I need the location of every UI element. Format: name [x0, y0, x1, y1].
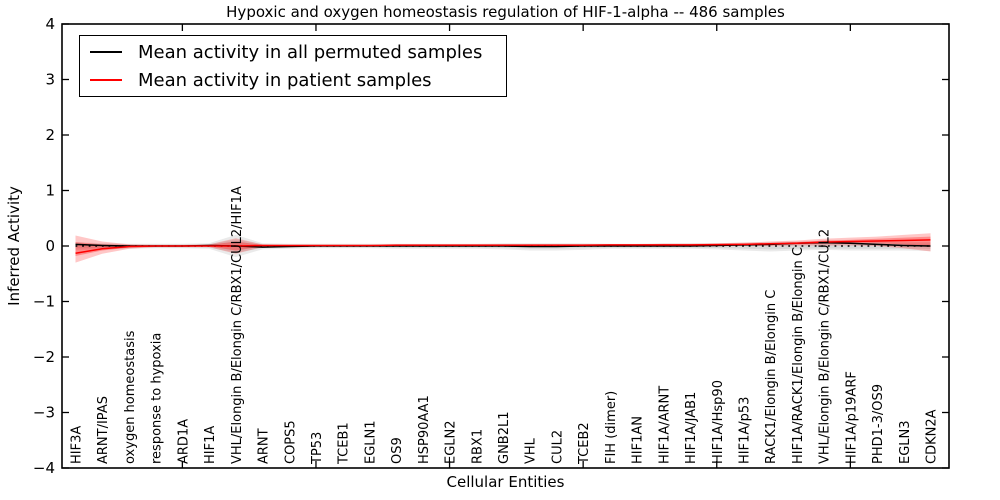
x-category-label: HSP90AA1 — [417, 395, 432, 464]
legend-label: Mean activity in patient samples — [138, 69, 432, 91]
x-category-label: TP53 — [310, 432, 325, 465]
legend-label: Mean activity in all permuted samples — [138, 41, 483, 63]
legend-line-sample-patient — [90, 79, 122, 81]
x-category-label: GNB2L1 — [497, 411, 512, 464]
y-tick-label: −3 — [33, 404, 55, 422]
y-tick-label: −4 — [33, 459, 55, 477]
x-axis-label: Cellular Entities — [446, 473, 565, 491]
legend-item: Mean activity in all permuted samples — [80, 42, 506, 63]
x-category-label: EGLN3 — [898, 420, 913, 464]
x-category-label: TCEB2 — [577, 422, 592, 465]
x-category-label: CUL2 — [550, 430, 565, 464]
y-tick-label: 4 — [45, 15, 55, 33]
x-category-label: FIH (dimer) — [604, 391, 619, 464]
x-category-label: HIF3A — [70, 426, 85, 464]
legend-line-sample-permuted — [90, 51, 122, 53]
legend-item: Mean activity in patient samples — [80, 70, 506, 91]
x-category-label: VHL/Elongin B/Elongin C/RBX1/CUL2 — [818, 229, 833, 464]
chart-title: Hypoxic and oxygen homeostasis regulatio… — [226, 3, 785, 21]
x-category-label: ARD1A — [176, 419, 191, 464]
y-tick-label: −1 — [33, 293, 55, 311]
x-category-label: CDKN2A — [925, 409, 940, 464]
y-tick-label: 2 — [45, 126, 55, 144]
series-line-1 — [75, 239, 931, 254]
x-category-label: EGLN2 — [444, 420, 459, 464]
x-category-label: OS9 — [390, 437, 405, 464]
x-category-label: RBX1 — [470, 429, 485, 464]
x-category-label: PHD1-3/OS9 — [871, 384, 886, 464]
x-category-label: VHL — [524, 437, 539, 464]
x-category-label: HIF1A/RACK1/Elongin B/Elongin C — [791, 247, 806, 464]
x-category-label: HIF1A/Hsp90 — [711, 380, 726, 464]
x-category-label: TCEB1 — [337, 422, 352, 465]
x-category-label: HIF1AN — [631, 416, 646, 464]
band-patient-range-outer — [75, 233, 931, 263]
x-category-label: ARNT/IPAS — [96, 396, 111, 464]
y-tick-label: 1 — [45, 182, 55, 200]
x-category-label: HIF1A — [203, 426, 218, 464]
x-category-label: COPS5 — [283, 420, 298, 464]
legend: Mean activity in all permuted samples Me… — [79, 35, 507, 97]
x-category-label: HIF1A/JAB1 — [684, 392, 699, 464]
y-tick-label: 0 — [45, 237, 55, 255]
x-category-label: response to hypoxia — [150, 333, 165, 464]
x-category-label: oxygen homeostasis — [123, 330, 138, 464]
x-category-label: ARNT — [257, 428, 272, 464]
x-category-label: RACK1/Elongin B/Elongin C — [764, 290, 779, 464]
x-category-label: HIF1A/p53 — [737, 397, 752, 464]
x-category-label: EGLN1 — [363, 420, 378, 464]
x-category-label: VHL/Elongin B/Elongin C/RBX1/CUL2/HIF1A — [230, 186, 245, 464]
y-tick-label: 3 — [45, 71, 55, 89]
x-category-label: HIF1A/p19ARF — [844, 371, 859, 464]
y-axis-label: Inferred Activity — [5, 186, 23, 306]
x-category-label: HIF1A/ARNT — [657, 386, 672, 464]
y-tick-label: −2 — [33, 348, 55, 366]
